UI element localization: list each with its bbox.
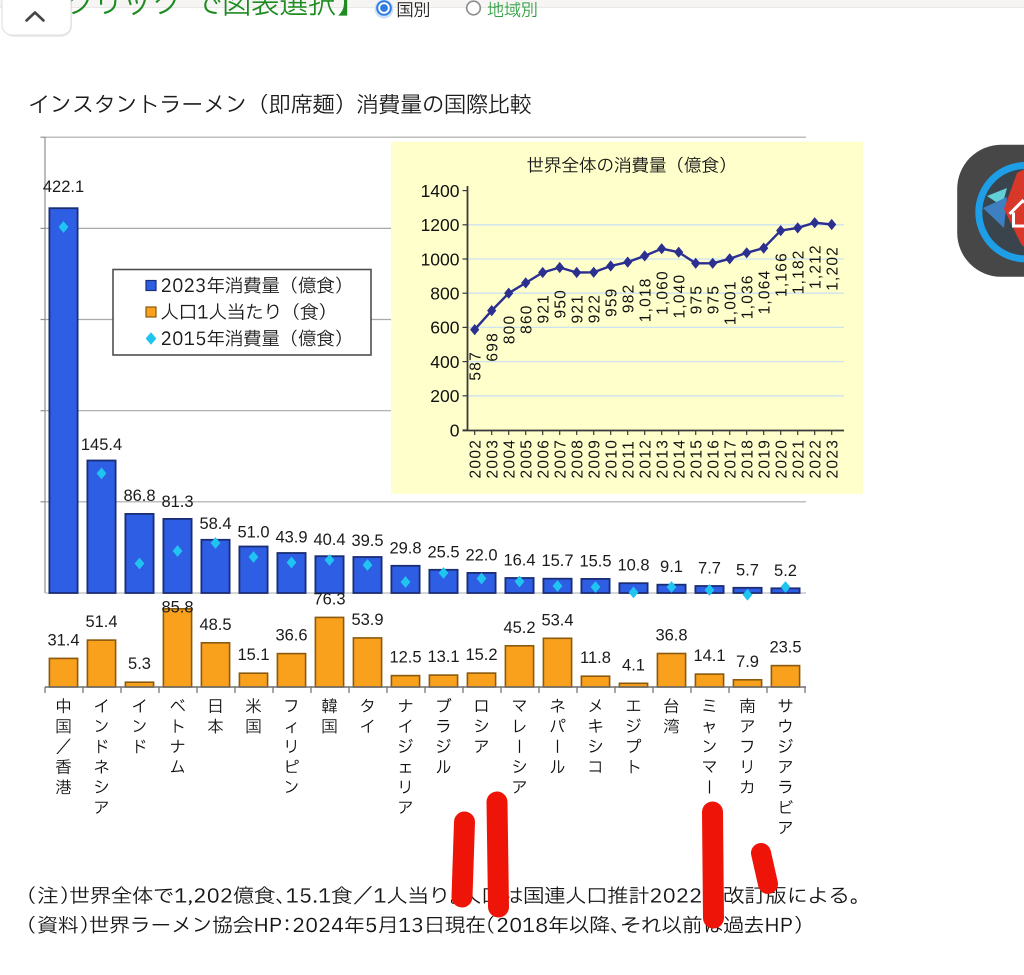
svg-text:959: 959 — [604, 288, 621, 317]
svg-text:587: 587 — [468, 351, 485, 380]
svg-text:1,036: 1,036 — [740, 274, 757, 319]
svg-text:2006: 2006 — [536, 439, 553, 479]
svg-text:15.7: 15.7 — [541, 552, 573, 570]
svg-text:7.7: 7.7 — [698, 560, 721, 578]
svg-text:2014: 2014 — [672, 439, 689, 479]
svg-text:5.2: 5.2 — [774, 562, 797, 580]
svg-text:860: 860 — [519, 304, 536, 333]
svg-text:5.3: 5.3 — [128, 655, 151, 673]
svg-text:53.4: 53.4 — [541, 611, 573, 629]
svg-text:51.4: 51.4 — [85, 613, 117, 631]
svg-text:2009: 2009 — [587, 439, 604, 479]
svg-text:2017: 2017 — [723, 439, 740, 479]
svg-text:800: 800 — [430, 284, 459, 304]
svg-text:15.2: 15.2 — [465, 646, 497, 664]
svg-text:800: 800 — [502, 315, 519, 344]
svg-text:31.4: 31.4 — [47, 631, 79, 649]
svg-text:2016: 2016 — [706, 439, 723, 479]
svg-text:29.8: 29.8 — [389, 539, 421, 557]
svg-text:921: 921 — [570, 294, 587, 323]
svg-text:9.1: 9.1 — [660, 558, 683, 576]
svg-text:2022: 2022 — [808, 439, 825, 479]
svg-text:2018: 2018 — [740, 439, 757, 479]
svg-text:1400: 1400 — [421, 181, 460, 201]
svg-text:2003: 2003 — [485, 439, 502, 479]
svg-text:85.8: 85.8 — [161, 599, 193, 617]
svg-text:5.7: 5.7 — [736, 561, 759, 579]
svg-text:76.3: 76.3 — [313, 590, 345, 608]
svg-text:2020: 2020 — [774, 439, 791, 479]
svg-text:2002: 2002 — [468, 439, 485, 479]
svg-text:36.8: 36.8 — [655, 627, 687, 645]
svg-text:200: 200 — [430, 386, 459, 406]
svg-text:2011: 2011 — [621, 440, 638, 479]
svg-text:81.3: 81.3 — [161, 493, 193, 511]
svg-text:2019: 2019 — [757, 439, 774, 479]
svg-text:58.4: 58.4 — [199, 515, 231, 533]
svg-text:1,182: 1,182 — [791, 249, 808, 294]
svg-text:145.4: 145.4 — [81, 436, 122, 454]
svg-text:15.5: 15.5 — [579, 552, 611, 570]
svg-text:1000: 1000 — [421, 249, 460, 269]
svg-text:400: 400 — [430, 352, 459, 372]
svg-text:15.1: 15.1 — [237, 646, 269, 664]
svg-text:10.8: 10.8 — [617, 557, 649, 575]
svg-text:975: 975 — [689, 285, 706, 314]
svg-text:14.1: 14.1 — [693, 647, 725, 665]
svg-text:1200: 1200 — [421, 215, 460, 235]
svg-text:0: 0 — [450, 420, 460, 440]
svg-text:43.9: 43.9 — [275, 528, 307, 546]
svg-text:698: 698 — [485, 332, 502, 361]
svg-text:4.1: 4.1 — [622, 656, 645, 674]
svg-text:36.6: 36.6 — [275, 627, 307, 645]
svg-text:2023: 2023 — [825, 439, 842, 479]
svg-text:48.5: 48.5 — [199, 616, 231, 634]
svg-text:86.8: 86.8 — [123, 487, 155, 505]
svg-text:1,212: 1,212 — [808, 244, 825, 289]
svg-text:2004: 2004 — [502, 439, 519, 479]
svg-text:11.8: 11.8 — [580, 649, 611, 667]
svg-text:1,001: 1,001 — [723, 280, 740, 325]
svg-text:16.4: 16.4 — [503, 552, 535, 570]
svg-text:1,040: 1,040 — [672, 274, 689, 319]
svg-text:23.5: 23.5 — [769, 639, 801, 657]
svg-text:2013: 2013 — [655, 439, 672, 479]
svg-text:7.9: 7.9 — [736, 653, 759, 671]
svg-text:39.5: 39.5 — [351, 532, 383, 550]
svg-text:22.0: 22.0 — [465, 546, 497, 564]
svg-text:922: 922 — [587, 294, 604, 323]
svg-text:2007: 2007 — [553, 439, 570, 479]
svg-text:950: 950 — [553, 289, 570, 318]
svg-text:2008: 2008 — [570, 439, 587, 479]
svg-text:1,166: 1,166 — [774, 252, 791, 297]
svg-text:1,018: 1,018 — [638, 277, 655, 322]
svg-text:12.5: 12.5 — [389, 649, 421, 667]
svg-text:1,060: 1,060 — [655, 270, 672, 315]
svg-text:982: 982 — [621, 284, 638, 313]
svg-text:2005: 2005 — [519, 439, 536, 479]
svg-text:40.4: 40.4 — [313, 531, 345, 549]
svg-text:600: 600 — [430, 318, 459, 338]
svg-text:2012: 2012 — [638, 439, 655, 479]
svg-text:51.0: 51.0 — [237, 524, 269, 542]
svg-text:45.2: 45.2 — [503, 619, 535, 637]
svg-text:1,202: 1,202 — [825, 246, 842, 291]
svg-text:53.9: 53.9 — [351, 611, 383, 629]
svg-text:921: 921 — [536, 294, 553, 323]
svg-text:2015: 2015 — [689, 439, 706, 479]
svg-text:2010: 2010 — [604, 439, 621, 479]
svg-text:1,064: 1,064 — [757, 270, 774, 315]
svg-text:2021: 2021 — [791, 439, 808, 479]
svg-text:13.1: 13.1 — [427, 648, 459, 666]
svg-text:975: 975 — [706, 285, 723, 314]
svg-text:25.5: 25.5 — [427, 543, 459, 561]
svg-text:422.1: 422.1 — [43, 178, 84, 196]
